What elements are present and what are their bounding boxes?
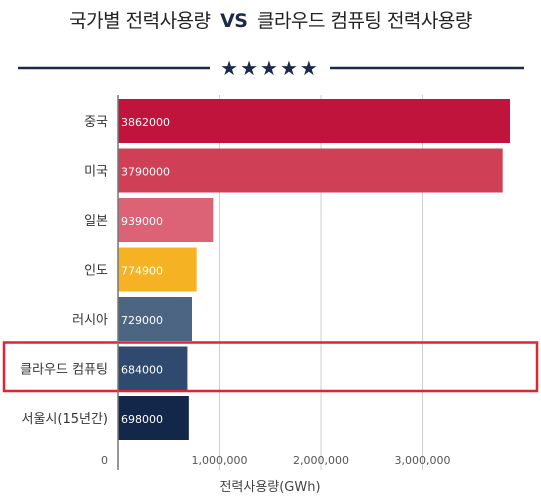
bar [118, 396, 189, 440]
bar-value-label: 939000 [121, 215, 163, 228]
bar [118, 297, 192, 341]
title-part1: 국가별 전력사용량 [69, 10, 211, 32]
bar-value-label: 684000 [121, 364, 163, 377]
bar-value-label: 3862000 [121, 116, 170, 129]
bar-value-label: 3790000 [121, 166, 170, 179]
category-label: 미국 [84, 165, 108, 180]
x-tick-label: 3,000,000 [395, 454, 451, 467]
title-part2: 클라우드 컴퓨팅 전력사용량 [257, 10, 472, 32]
category-label: 러시아 [72, 313, 108, 328]
category-label: 인도 [84, 264, 108, 279]
chart-title: 국가별 전력사용량 VS 클라우드 컴퓨팅 전력사용량 [0, 6, 541, 33]
title-divider: ★★★★★ [18, 56, 524, 80]
highlight-box [2, 341, 539, 393]
bar-value-label: 698000 [121, 413, 163, 426]
x-tick-label: 1,000,000 [192, 454, 248, 467]
category-label: 서울시(15년간) [22, 412, 109, 427]
bar [118, 247, 197, 292]
x-tick-label: 2,000,000 [293, 454, 349, 467]
bar-value-label: 774900 [121, 265, 163, 278]
title-vs: VS [220, 10, 248, 32]
divider-stars: ★★★★★ [220, 56, 320, 80]
bar-value-label: 729000 [121, 314, 163, 327]
bar [118, 346, 188, 391]
bar [118, 99, 510, 143]
category-label: 중국 [84, 115, 108, 130]
bar [118, 198, 214, 242]
x-tick-label: 0 [101, 454, 108, 467]
category-label: 클라우드 컴퓨팅 [20, 363, 108, 378]
bar [118, 148, 503, 193]
category-label: 일본 [84, 214, 108, 229]
x-axis-label: 전력사용량(GWh) [219, 480, 320, 495]
